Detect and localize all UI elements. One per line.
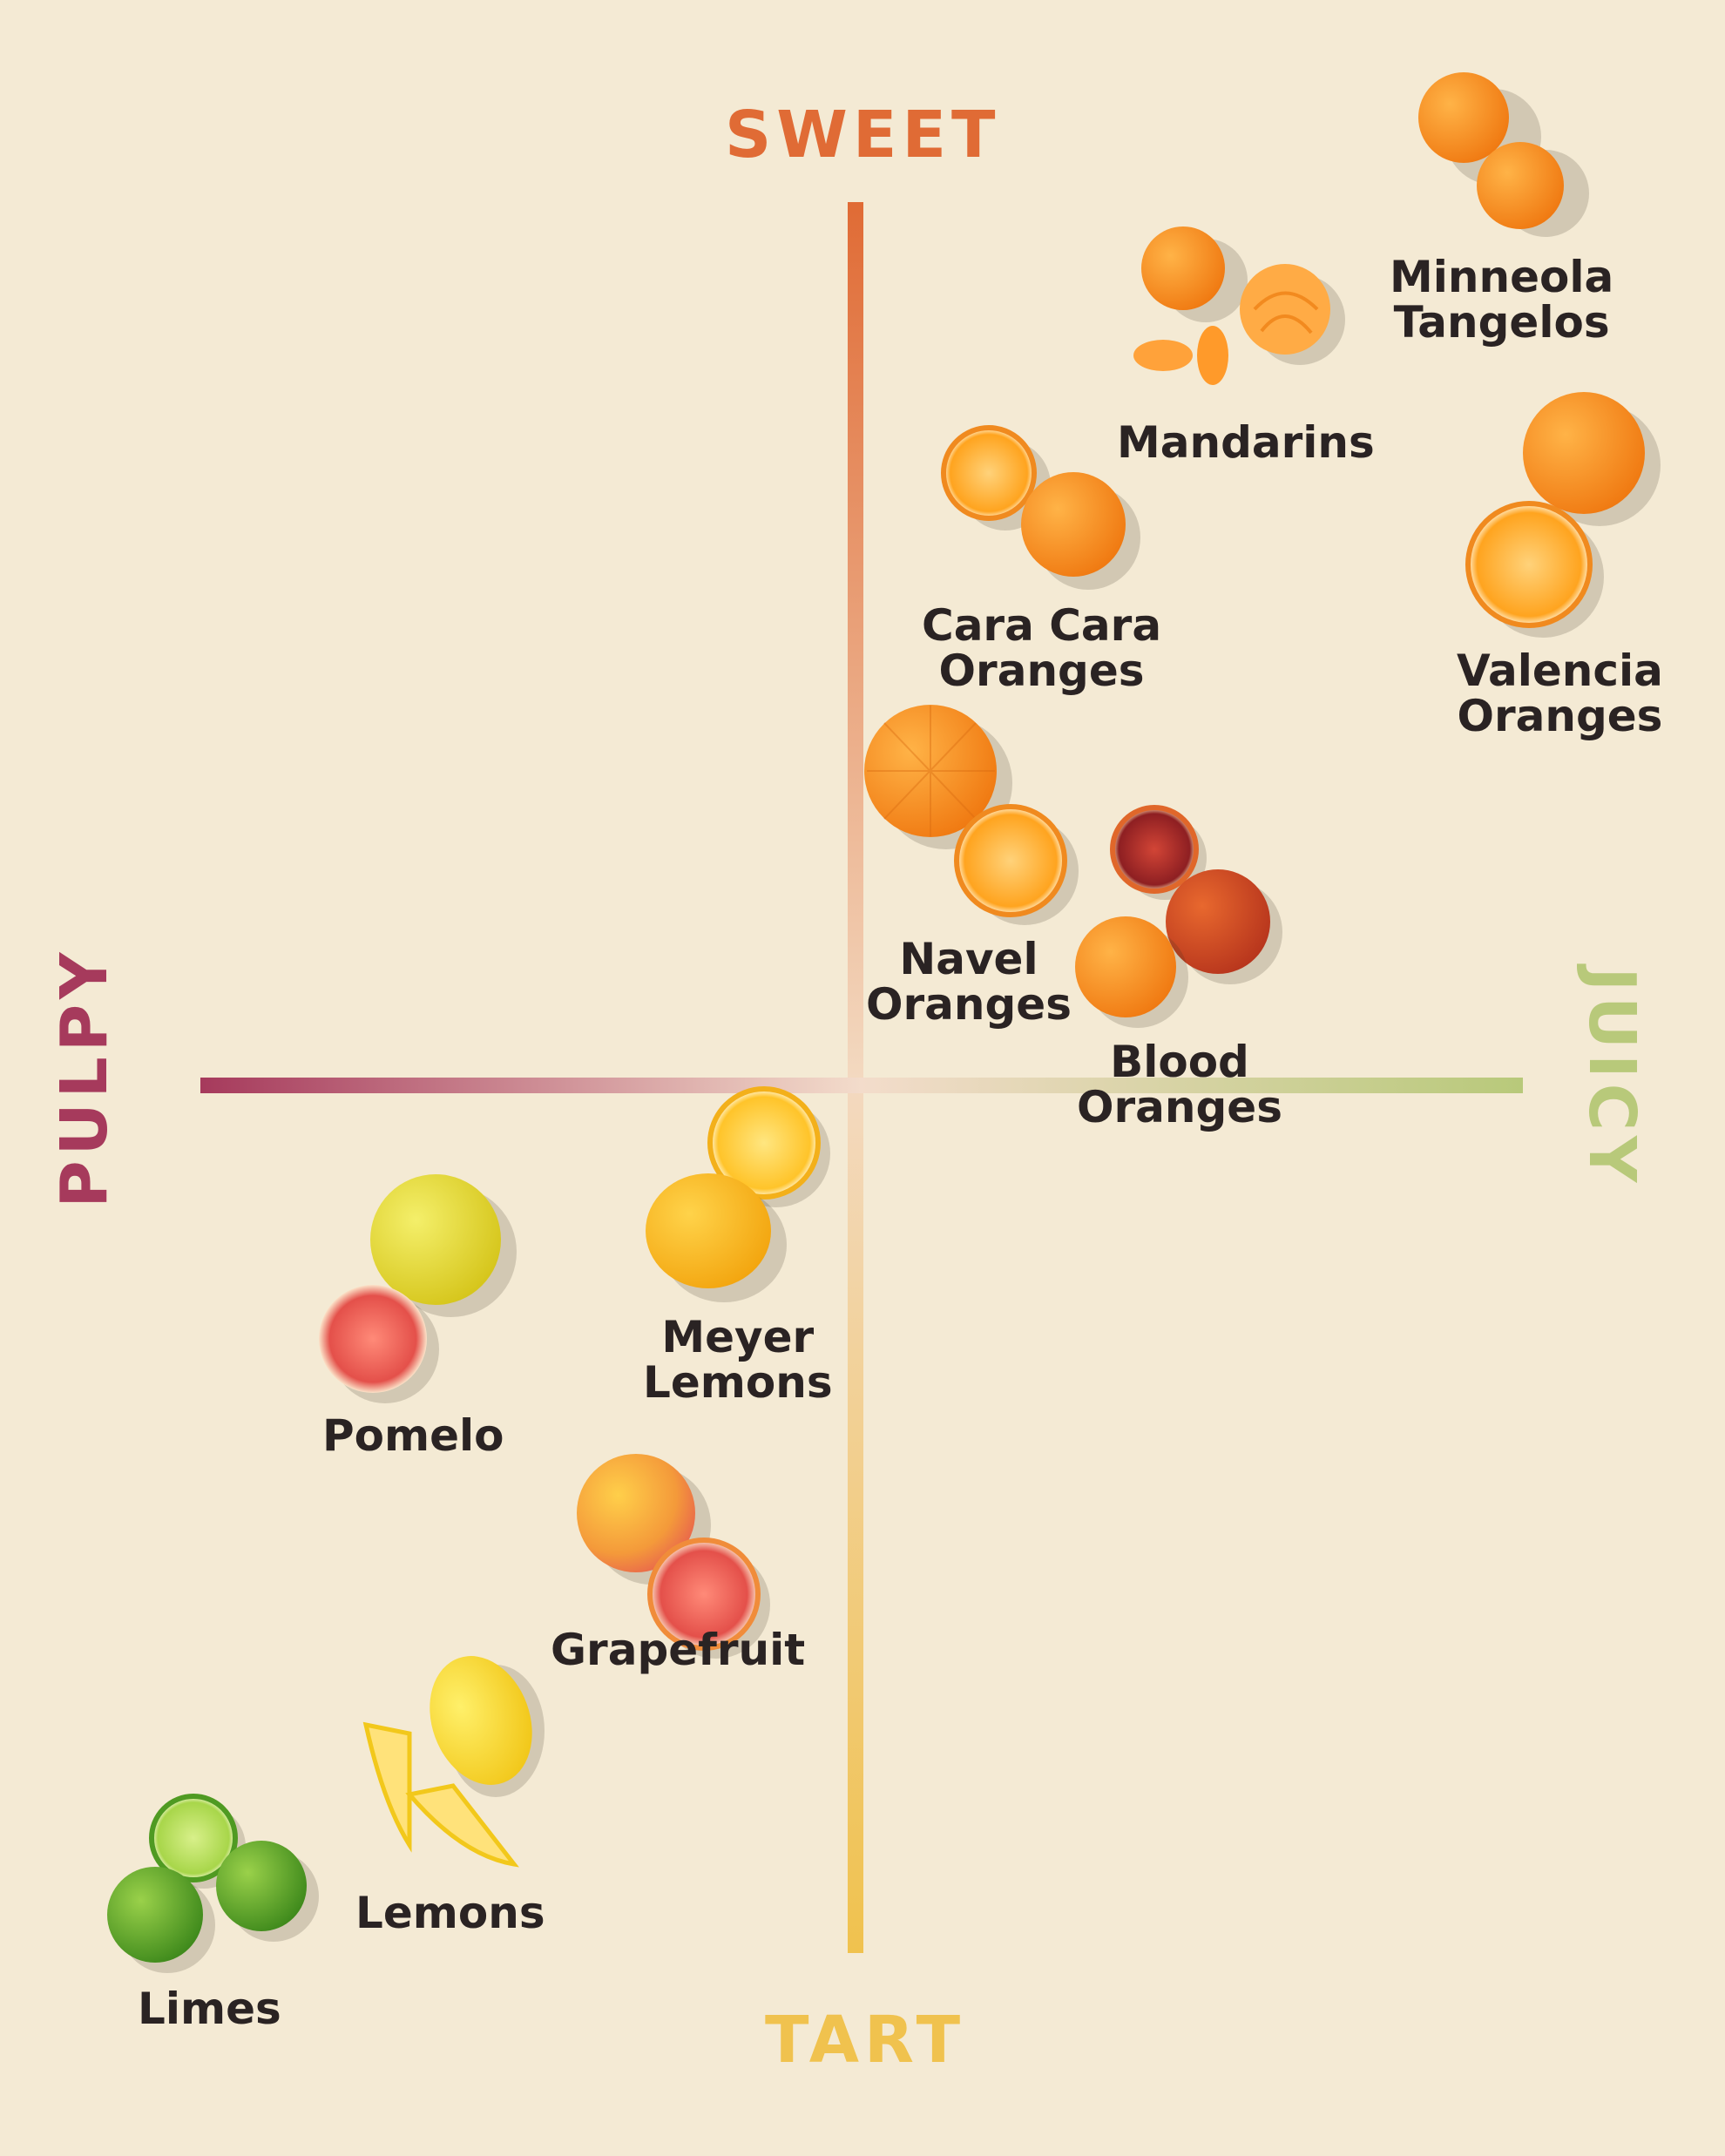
- fruit-label-pomelo: Pomelo: [322, 1410, 504, 1461]
- fruit-label-cara-cara-oranges: Cara Cara Oranges: [922, 600, 1162, 696]
- orange-icon: [1465, 392, 1661, 638]
- fruit-label-minneola-tangelos: Minneola Tangelos: [1390, 252, 1614, 348]
- fruit-label-blood-oranges: Blood Oranges: [1077, 1037, 1282, 1132]
- fruit-label-meyer-lemons: Meyer Lemons: [643, 1312, 833, 1408]
- lemon-icon: [646, 1086, 830, 1302]
- axis-label-tart: TART: [765, 2003, 966, 2078]
- pomelo-icon: [319, 1174, 517, 1403]
- orange-icon: [941, 425, 1140, 590]
- lemon-icon: [362, 1656, 545, 1868]
- axis-label-juicy: JUICY: [1574, 967, 1649, 1188]
- tangelo-icon: [1418, 72, 1589, 237]
- fruit-label-navel-oranges: Navel Oranges: [866, 934, 1072, 1030]
- orange-icon: [864, 705, 1079, 925]
- lime-icon: [107, 1794, 319, 1973]
- fruit-label-lemons: Lemons: [355, 1888, 545, 1938]
- horizontal-axis-pulpy-juicy: [200, 1078, 1523, 1093]
- mandarin-icon: [1133, 226, 1345, 385]
- fruit-label-limes: Limes: [138, 1984, 281, 2034]
- axis-label-sweet: SWEET: [725, 98, 1001, 172]
- fruit-label-valencia-oranges: Valencia Oranges: [1457, 645, 1663, 741]
- blood-orange-icon: [1075, 805, 1282, 1028]
- grapefruit-icon: [577, 1454, 770, 1659]
- fruit-label-mandarins: Mandarins: [1117, 417, 1375, 468]
- axis-label-pulpy: PULPY: [47, 947, 122, 1208]
- fruit-label-grapefruit: Grapefruit: [551, 1625, 806, 1675]
